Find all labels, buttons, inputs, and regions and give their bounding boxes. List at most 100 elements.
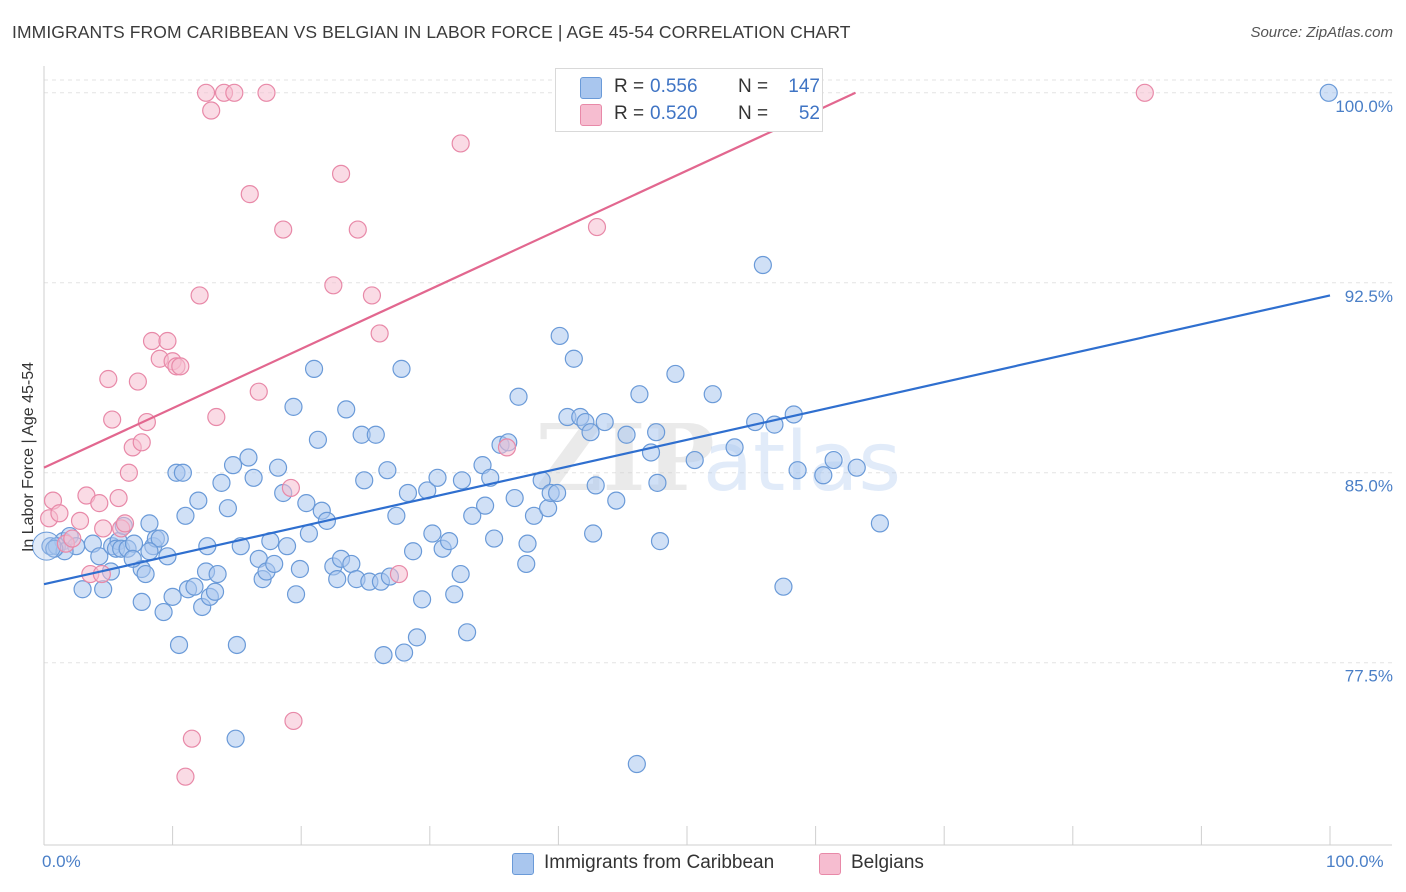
caribbean-point: [154, 602, 173, 622]
belgian-point: [240, 185, 259, 204]
belgian-point: [1135, 83, 1154, 102]
caribbean-point: [308, 430, 328, 449]
caribbean-point: [205, 582, 225, 601]
caribbean-point: [581, 423, 600, 442]
caribbean-point: [169, 635, 189, 655]
belgian-point: [190, 286, 209, 305]
caribbean-point: [607, 491, 626, 510]
caribbean-point: [265, 554, 284, 574]
caribbean-point: [666, 364, 685, 384]
caribbean-point: [374, 645, 393, 665]
caribbean-point: [378, 461, 397, 480]
caribbean-point: [439, 532, 459, 551]
belgian-point: [497, 438, 517, 457]
caribbean-point: [387, 506, 406, 525]
caribbean-point: [268, 458, 288, 477]
caribbean-point: [428, 468, 447, 487]
belgian-point: [182, 729, 201, 748]
n-label: N =: [738, 103, 769, 124]
belgian-point: [451, 134, 470, 153]
caribbean-point: [1319, 83, 1338, 102]
belgians-swatch: [819, 853, 841, 875]
caribbean-point: [412, 590, 432, 609]
belgian-point: [207, 407, 226, 427]
caribbean-point: [423, 524, 442, 543]
caribbean-point: [394, 643, 414, 662]
belgian-point: [176, 767, 195, 786]
caribbean-point: [208, 564, 227, 584]
belgian-point: [142, 331, 162, 351]
x-tick-label-min: 0.0%: [42, 852, 81, 871]
caribbean-point: [586, 476, 605, 495]
caribbean-point: [140, 542, 159, 561]
belgian-point: [370, 324, 389, 343]
caribbean-point: [140, 514, 159, 533]
n-label: N =: [738, 76, 769, 97]
belgian-point: [132, 433, 151, 452]
n-value: 52: [798, 103, 820, 124]
belgian-point: [196, 83, 216, 102]
belgian-point: [63, 529, 82, 548]
caribbean-point: [328, 570, 347, 589]
caribbean-points: [32, 83, 1338, 774]
caribbean-point: [407, 628, 427, 647]
caribbean-point: [218, 499, 237, 518]
caribbean-point: [847, 458, 866, 477]
caribbean-point: [539, 499, 558, 518]
belgians-swatch: [580, 104, 602, 126]
caribbean-point: [788, 461, 807, 480]
caribbean-point: [703, 385, 722, 404]
belgian-point: [281, 478, 301, 498]
caribbean-point: [584, 524, 603, 543]
caribbean-point: [548, 483, 567, 503]
caribbean-point: [518, 534, 537, 553]
belgian-trendline: [43, 91, 856, 469]
caribbean-swatch: [512, 853, 534, 875]
grid-lines: [44, 79, 1392, 664]
caribbean-point: [227, 635, 246, 655]
caribbean-point: [445, 585, 464, 604]
caribbean-point: [650, 532, 670, 551]
trendlines: [43, 91, 1331, 586]
caribbean-point: [524, 506, 544, 525]
caribbean-point: [550, 326, 569, 346]
caribbean-point: [505, 488, 524, 508]
caribbean-point: [366, 425, 385, 444]
caribbean-point: [239, 448, 258, 467]
y-axis-label: In Labor Force | Age 45-54: [20, 361, 37, 553]
caribbean-point: [509, 387, 528, 406]
caribbean-point: [277, 537, 297, 556]
caribbean-point: [398, 483, 418, 503]
stats-legend: R = 0.556 N = 147 R = 0.520 N = 52: [555, 68, 823, 132]
caribbean-swatch: [580, 77, 602, 99]
caribbean-point: [244, 468, 263, 487]
belgian-point: [225, 83, 244, 102]
y-tick-label: 77.5%: [1345, 667, 1393, 686]
caribbean-point: [342, 554, 361, 574]
caribbean-point: [355, 471, 374, 490]
caribbean-trendline: [43, 294, 1331, 586]
belgian-points: [40, 83, 1154, 786]
belgian-point: [348, 220, 367, 239]
caribbean-point: [648, 473, 667, 492]
caribbean-point: [452, 471, 472, 490]
r-label: R =: [614, 76, 645, 97]
source-text: Source: ZipAtlas.com: [1250, 24, 1393, 41]
caribbean-point: [647, 423, 666, 442]
caribbean-point: [457, 623, 477, 642]
belgian-point: [171, 357, 190, 376]
y-tick-label: 100.0%: [1335, 97, 1393, 116]
caribbean-point: [403, 542, 423, 561]
caribbean-point: [90, 547, 109, 566]
legend-label: Immigrants from Caribbean: [544, 852, 775, 873]
caribbean-point: [774, 577, 793, 596]
caribbean-point: [286, 585, 306, 604]
caribbean-point: [132, 592, 151, 612]
caribbean-point: [870, 514, 890, 533]
caribbean-point: [517, 554, 536, 574]
y-tick-label: 92.5%: [1345, 287, 1393, 306]
belgian-point: [109, 488, 128, 508]
caribbean-point: [223, 456, 243, 475]
belgian-point: [257, 83, 276, 102]
